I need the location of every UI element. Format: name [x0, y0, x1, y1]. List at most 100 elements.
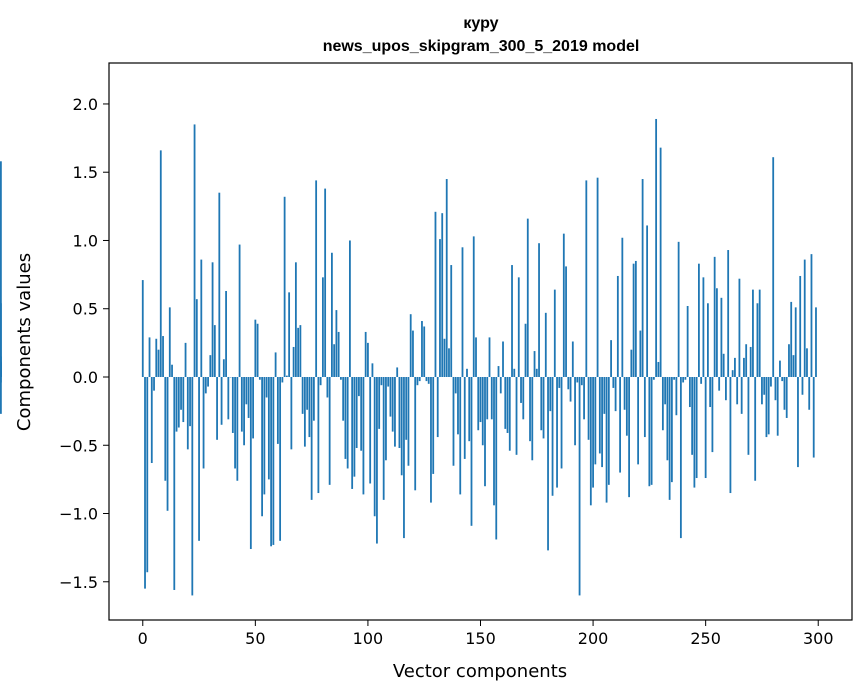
- bar-199: [589, 377, 592, 506]
- bar-51: [256, 323, 259, 377]
- bar-245: [693, 377, 696, 488]
- bar-17: [180, 377, 182, 410]
- bar-289: [792, 355, 795, 377]
- bar-32: [213, 325, 216, 377]
- bar-4: [150, 377, 153, 464]
- bar-269: [747, 377, 750, 455]
- bar-297: [810, 254, 813, 377]
- bar-280: [772, 157, 775, 377]
- y-axis-label: Components values: [14, 253, 35, 431]
- bar-112: [394, 377, 396, 447]
- bar-227: [652, 377, 655, 380]
- bar-41: [234, 377, 236, 469]
- bar-239: [679, 377, 682, 539]
- bar-268: [745, 344, 748, 377]
- bar-175: [535, 368, 538, 377]
- bar-34: [218, 192, 221, 377]
- bar-19: [184, 342, 187, 377]
- bar-188: [565, 266, 567, 377]
- bar-246: [695, 377, 698, 479]
- bar-147: [472, 236, 475, 377]
- bar-91: [346, 377, 349, 469]
- bar-18: [182, 377, 185, 423]
- bar-183: [553, 289, 556, 377]
- bar-205: [603, 377, 606, 414]
- bar-52: [258, 377, 261, 380]
- bar-10: [164, 377, 167, 481]
- bar-43: [238, 244, 241, 377]
- bar-265: [738, 278, 741, 377]
- bar-117: [405, 377, 408, 440]
- bar-undefined: [0, 377, 2, 383]
- bar-180: [547, 377, 549, 551]
- bar-140: [457, 377, 459, 435]
- bar-151: [481, 377, 484, 446]
- bar-82: [326, 377, 329, 398]
- bar-247: [698, 263, 700, 377]
- bar-69: [297, 327, 300, 377]
- bar-257: [720, 297, 723, 377]
- bar-0: [141, 280, 144, 377]
- bar-8: [159, 150, 162, 377]
- bar-230: [659, 147, 662, 377]
- bar-155: [490, 377, 493, 420]
- bar-196: [583, 377, 585, 420]
- bar-281: [774, 377, 777, 401]
- bar-159: [499, 377, 502, 394]
- bar-181: [549, 377, 552, 412]
- bar-226: [650, 377, 653, 485]
- bar-259: [725, 377, 727, 401]
- bar-81: [324, 188, 327, 377]
- bar-292: [799, 275, 802, 377]
- bar-3: [148, 337, 151, 377]
- bar-22: [191, 377, 194, 596]
- bar-130: [434, 211, 437, 377]
- bar-2: [146, 377, 149, 573]
- bar-225: [648, 377, 651, 487]
- bar-254: [713, 256, 716, 377]
- bar-264: [736, 377, 739, 405]
- bar-176: [538, 243, 540, 377]
- bar-228: [655, 118, 658, 377]
- bar-223: [643, 377, 646, 438]
- bar-171: [526, 218, 529, 377]
- bar-212: [619, 377, 621, 473]
- bar-173: [531, 377, 534, 461]
- bar-178: [542, 377, 545, 439]
- bar-118: [407, 377, 410, 466]
- bar-undefined: [0, 161, 2, 377]
- bar-128: [430, 377, 432, 503]
- bar-58: [272, 377, 275, 545]
- bar-160: [502, 341, 504, 377]
- bar-231: [661, 377, 664, 431]
- bar-235: [670, 377, 673, 483]
- bar-126: [425, 377, 428, 382]
- bar-236: [673, 377, 676, 380]
- bar-16: [177, 377, 180, 428]
- bar-132: [439, 239, 441, 377]
- bar-61: [279, 377, 282, 541]
- bar-135: [445, 179, 448, 377]
- bar-229: [657, 361, 660, 377]
- bar-123: [418, 377, 421, 382]
- bar-162: [506, 377, 509, 433]
- bar-40: [231, 377, 234, 433]
- bar-undefined: [0, 303, 2, 377]
- bar-208: [610, 340, 612, 377]
- bar-284: [781, 377, 784, 382]
- bar-237: [675, 377, 678, 416]
- bar-77: [315, 180, 318, 377]
- bar-279: [770, 377, 772, 387]
- bar-87: [337, 331, 340, 377]
- bar-25: [198, 377, 200, 541]
- bar-124: [421, 321, 423, 377]
- bar-250: [704, 377, 707, 479]
- bar-174: [533, 351, 536, 377]
- x-tick-label: 200: [578, 629, 609, 648]
- bar-169: [522, 377, 525, 420]
- bar-168: [520, 377, 522, 403]
- bar-144: [466, 368, 468, 377]
- bar-46: [245, 377, 248, 405]
- bar-15: [175, 377, 178, 432]
- bar-193: [576, 377, 579, 383]
